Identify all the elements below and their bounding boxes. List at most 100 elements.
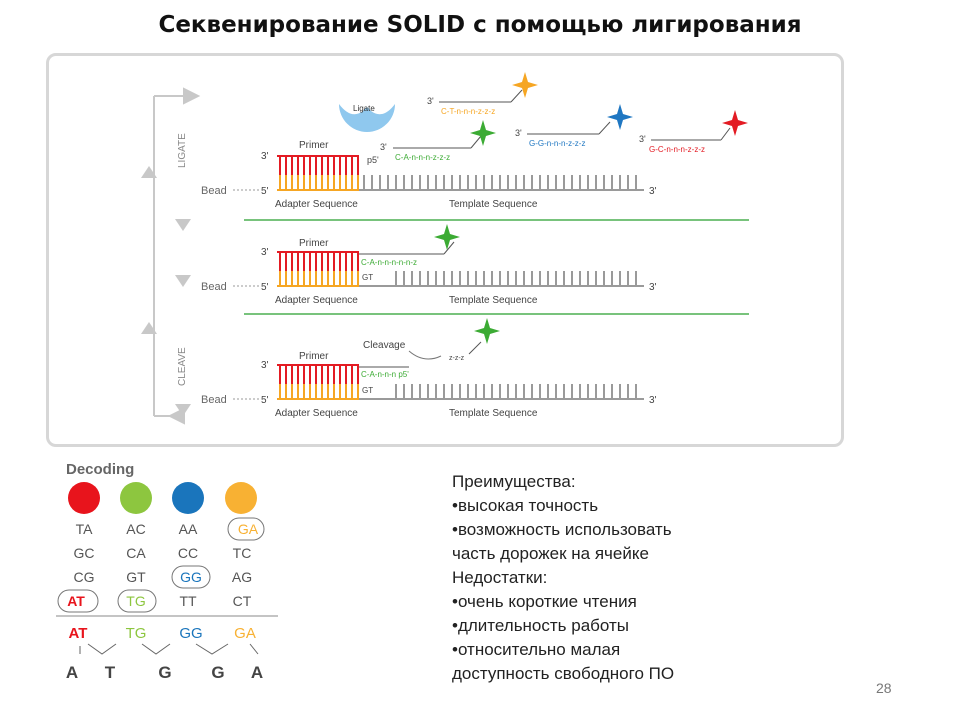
disadvantage-item: доступность свободного ПО [452, 664, 675, 683]
decoding-graphic: Decoding TA AC AA GA GC CA CC TC CG GT G… [56, 461, 278, 682]
template-label: Template Sequence [449, 295, 538, 306]
cleave-label: CLEAVE [177, 347, 188, 386]
ligation-diagram: LIGATE CLEAVE Ligate Primer 3' p5' Bead … [141, 72, 749, 425]
template-3prime: 3' [649, 282, 657, 293]
base-letter: A [251, 663, 263, 682]
color-dot-blue [172, 482, 204, 514]
template-strand [389, 384, 641, 399]
probe-red: G-C-n-n-n-z-z-z [649, 145, 705, 154]
probe-3prime: 3' [639, 134, 646, 144]
template-strand [389, 271, 641, 286]
highlight-oval [57, 589, 99, 613]
page-number: 28 [876, 680, 892, 696]
primer-strand [277, 156, 359, 176]
probe-green: C-A-n-n-n-z-z-z [395, 153, 450, 162]
green-star-icon [470, 120, 496, 146]
code-cell: TT [179, 593, 197, 609]
base-letter: A [66, 663, 78, 682]
disadvantage-item: •относительно малая [452, 640, 621, 659]
template-3prime: 3' [649, 395, 657, 406]
step-cleave: Primer Cleavage z-z-z 3' C-A-n-n-n p5' G… [201, 318, 657, 419]
sequence-pair: GG [179, 625, 202, 642]
advantage-item: часть дорожек на ячейке [452, 544, 649, 563]
bead-label: Bead [201, 394, 227, 406]
sequence-pair: TG [126, 625, 147, 642]
gt-label: GT [362, 273, 373, 282]
base-letter: G [158, 663, 171, 682]
green-star-icon [474, 318, 500, 344]
code-cell-highlight: AT [67, 593, 85, 609]
code-cell: CA [126, 545, 146, 561]
color-dot-green [120, 482, 152, 514]
sequence-pair: AT [69, 625, 88, 642]
color-dot-orange [225, 482, 257, 514]
cleavage-label: Cleavage [363, 340, 406, 351]
ligate-label: LIGATE [177, 133, 188, 168]
cleaved-fragment: z-z-z [449, 355, 465, 362]
code-cell: CC [178, 545, 198, 561]
adapter-label: Adapter Sequence [275, 199, 358, 210]
primer-3prime: 3' [261, 151, 269, 162]
template-strand [359, 175, 641, 190]
adapter-strand [277, 384, 359, 399]
code-cell: AG [232, 569, 252, 585]
primer-label: Primer [299, 238, 329, 249]
sequence-pair: GA [234, 625, 256, 642]
red-star-icon [722, 110, 748, 136]
color-dot-red [68, 482, 100, 514]
blue-star-icon [607, 104, 633, 130]
advantages-title: Преимущества: [452, 472, 576, 491]
ligase-icon [339, 104, 395, 132]
advantage-item: •возможность использовать [452, 520, 672, 539]
probe-orange: C-T-n-n-n-z-z-z [441, 107, 495, 116]
primer-p5: p5' [367, 155, 379, 165]
step-ligate: Ligate Primer 3' p5' Bead 5' 3' Adapter … [201, 72, 748, 210]
probe-3prime: 3' [515, 128, 522, 138]
code-cell: AC [126, 521, 145, 537]
step-ligated: Primer 3' C-A-n-n-n-n-n-z GT Bead 5' 3' … [201, 224, 657, 306]
probe-cleaved: C-A-n-n-n p5' [361, 370, 409, 379]
code-cell: TA [76, 521, 94, 537]
disadvantage-item: •очень короткие чтения [452, 592, 637, 611]
probe-3prime: 3' [380, 142, 387, 152]
highlight-oval [227, 517, 265, 541]
code-cell-highlight: TG [126, 593, 145, 609]
probe-ligated: C-A-n-n-n-n-n-z [361, 258, 417, 267]
code-cell-highlight: GG [180, 569, 202, 585]
disadvantages-title: Недостатки: [452, 568, 548, 587]
highlight-oval [117, 589, 157, 613]
decoding-title: Decoding [66, 461, 134, 478]
highlight-oval [171, 565, 211, 589]
code-cell: GT [126, 569, 146, 585]
probe-blue: G-G-n-n-n-z-z-z [529, 139, 585, 148]
code-cell: CG [74, 569, 95, 585]
template-label: Template Sequence [449, 408, 538, 419]
primer-3prime: 3' [261, 360, 269, 371]
gt-label: GT [362, 386, 373, 395]
bead-label: Bead [201, 281, 227, 293]
code-cell: AA [179, 521, 198, 537]
green-star-icon [434, 224, 460, 250]
adapter-strand [277, 271, 359, 286]
bead-5prime: 5' [261, 186, 269, 197]
base-letter: T [105, 663, 116, 682]
ligation-diagram-panel: LIGATE CLEAVE Ligate Primer 3' p5' Bead … [46, 53, 844, 447]
decoding-matrix: Decoding TA AC AA GA GC CA CC TC CG GT G… [52, 456, 292, 686]
primer-strand [277, 252, 359, 272]
code-cell-highlight: GA [238, 521, 259, 537]
adapter-strand [277, 175, 359, 190]
bead-5prime: 5' [261, 282, 269, 293]
pros-cons-notes: Преимущества: •высокая точность •возможн… [452, 470, 792, 686]
adapter-label: Adapter Sequence [275, 408, 358, 419]
adapter-label: Adapter Sequence [275, 295, 358, 306]
cycle-arrows [141, 87, 201, 425]
code-cell: TC [233, 545, 252, 561]
template-label: Template Sequence [449, 199, 538, 210]
bead-label: Bead [201, 185, 227, 197]
bead-5prime: 5' [261, 395, 269, 406]
primer-3prime: 3' [261, 247, 269, 258]
code-cell: GC [74, 545, 95, 561]
probe-3prime: 3' [427, 96, 434, 106]
base-letter: G [211, 663, 224, 682]
primer-label: Primer [299, 140, 329, 151]
